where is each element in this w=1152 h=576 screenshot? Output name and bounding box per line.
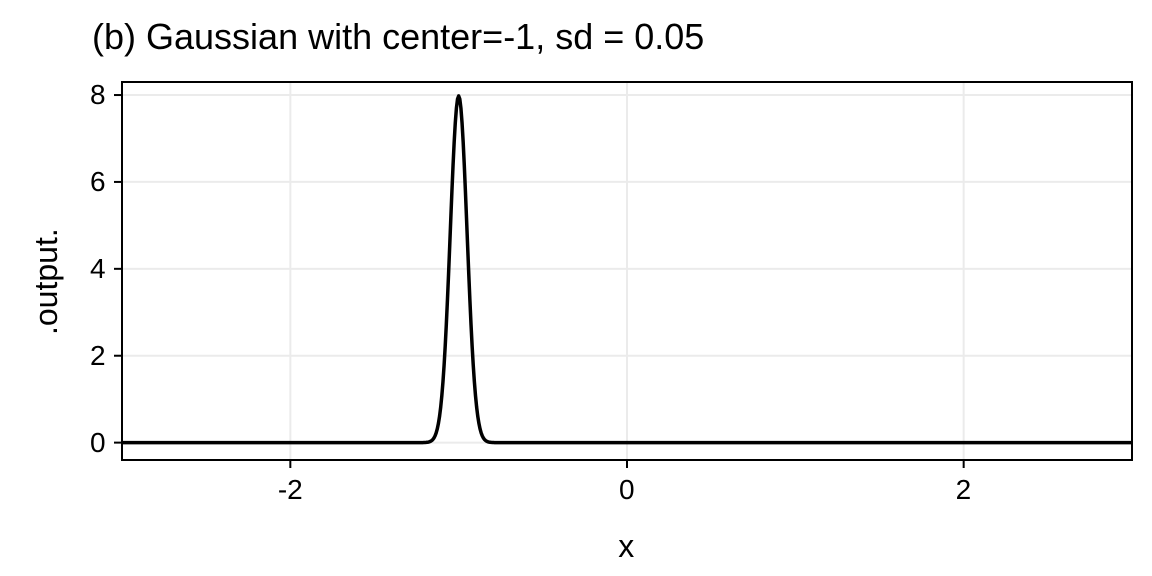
y-tick-label: 0 <box>90 427 106 459</box>
plot-area <box>0 0 1152 576</box>
x-tick-label: 2 <box>956 474 972 506</box>
x-tick-label: 0 <box>619 474 635 506</box>
y-tick-label: 8 <box>90 79 106 111</box>
chart-figure: (b) Gaussian with center=-1, sd = 0.05 .… <box>0 0 1152 576</box>
y-tick-label: 4 <box>90 253 106 285</box>
x-tick-label: -2 <box>278 474 303 506</box>
y-tick-label: 6 <box>90 166 106 198</box>
y-tick-label: 2 <box>90 340 106 372</box>
